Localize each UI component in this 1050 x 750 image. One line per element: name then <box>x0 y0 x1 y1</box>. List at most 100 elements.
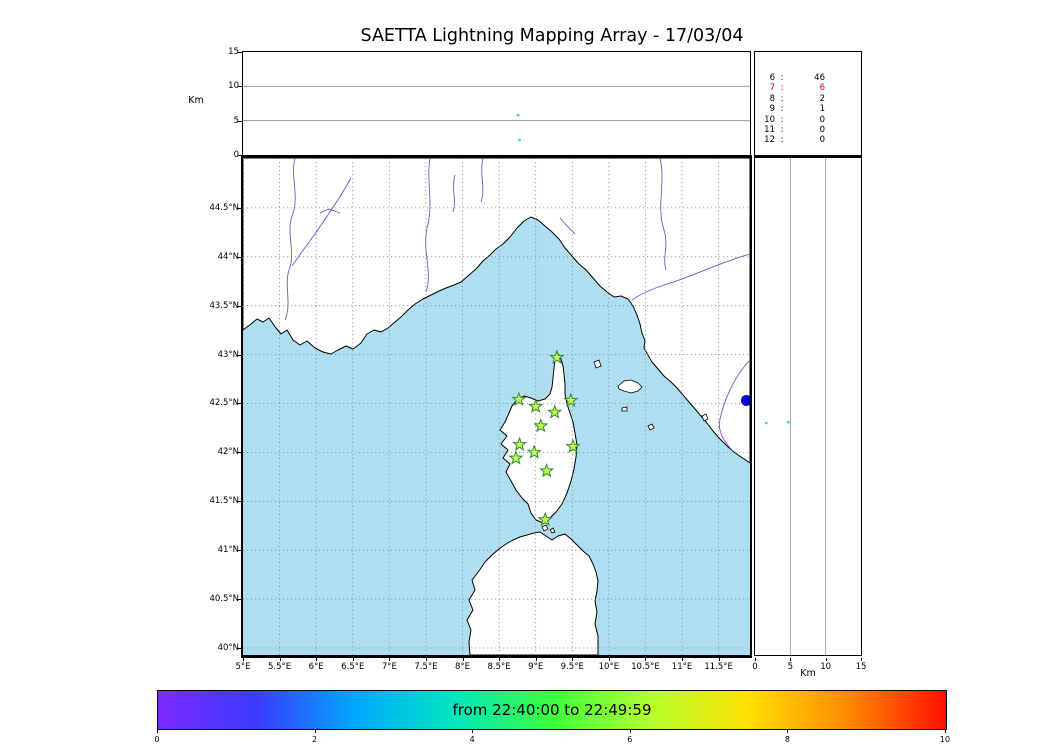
station-count-colon: : <box>780 73 784 83</box>
station-count-key: 7 <box>769 83 775 94</box>
map-gridlines <box>243 158 750 655</box>
map-panel <box>241 155 752 658</box>
right-altitude-tick-label: 15 <box>855 662 867 672</box>
station-count-colon: : <box>780 114 784 125</box>
station-count-row: 7: 6 <box>755 83 861 93</box>
right-altitude-tickmark <box>825 658 827 661</box>
altitude-tick-label: 10 <box>228 81 239 92</box>
flash-points <box>740 395 750 406</box>
lightning-source-dot <box>764 421 768 425</box>
colorbar-tick-label: 6 <box>627 735 633 744</box>
right-altitude-tickmark <box>790 658 792 661</box>
station-count-row: 10: 0 <box>755 115 861 125</box>
station-count-table: 6:46 7:6 8:2 9:1 10:0 11:0 12:0 <box>755 52 861 146</box>
station-count-value: 6 <box>819 83 825 94</box>
coastline-mainland <box>243 158 750 464</box>
station-count-value: 0 <box>819 125 825 136</box>
lma-station-star <box>511 391 527 406</box>
longitude-tickmark <box>682 658 684 661</box>
station-count-colon: : <box>780 93 784 104</box>
station-count-row: 9: 1 <box>755 104 861 114</box>
lma-station-star <box>563 392 579 407</box>
station-count-panel: 6:46 7:6 8:2 9:1 10:0 11:0 12:0 <box>754 51 862 156</box>
island-pianosa <box>621 406 628 412</box>
station-count-value: 1 <box>819 104 825 115</box>
longitude-tick-label: 8.5°E <box>487 662 511 672</box>
longitude-tick-label: 7°E <box>381 662 397 672</box>
station-count-colon: : <box>780 125 784 136</box>
colorbar-tickmark <box>629 730 631 733</box>
longitude-tick-label: 10°E <box>598 662 620 672</box>
station-count-key: 11 <box>764 125 775 136</box>
altitude-axis-km-label: Km <box>800 668 816 679</box>
station-count-row: 6: 46 <box>755 73 861 83</box>
longitude-tick-label: 9°E <box>528 662 544 672</box>
latitude-tick-label: 42°N <box>217 447 239 458</box>
station-count-key: 9 <box>769 104 775 115</box>
latitude-tick-label: 40.5°N <box>209 594 239 605</box>
latitude-tick-label: 42.5°N <box>209 398 239 409</box>
longitude-tick-label: 11.5°E <box>704 662 733 672</box>
figure-title: SAETTA Lightning Mapping Array - 17/03/0… <box>360 26 744 46</box>
longitude-tickmark <box>645 658 647 661</box>
station-count-key: 10 <box>764 114 775 125</box>
station-count-row: 11: 0 <box>755 125 861 135</box>
station-count-colon: : <box>780 104 784 115</box>
station-count-key: 12 <box>764 135 775 146</box>
island-corsica <box>499 353 578 524</box>
altitude-tick-label: 15 <box>228 47 239 57</box>
lightning-source-dot <box>518 138 521 142</box>
lma-station-star <box>537 511 553 527</box>
longitude-tick-label: 5°E <box>235 662 251 672</box>
longitude-tickmark <box>608 658 610 661</box>
altitude-longitude-plot <box>243 85 750 142</box>
longitude-tickmark <box>425 658 427 661</box>
altitude-tick-label: 5 <box>233 115 239 126</box>
lightning-source-dot <box>786 420 790 424</box>
right-altitude-tickmark <box>861 658 862 661</box>
island-giglio <box>701 413 709 422</box>
colorbar-tick-label: 10 <box>939 735 951 744</box>
colorbar-tickmark <box>945 730 946 733</box>
station-count-row: 12: 0 <box>755 135 861 145</box>
located-flash-point <box>740 395 750 406</box>
lma-station-star <box>533 418 549 433</box>
altitude-latitude-plot <box>764 158 827 655</box>
station-count-value: 46 <box>814 73 825 83</box>
station-count-value: 2 <box>819 93 825 104</box>
altitude-vs-longitude-panel <box>242 51 751 156</box>
colorbar-tick-label: 8 <box>784 735 790 744</box>
longitude-tick-label: 11°E <box>671 662 693 672</box>
island-capraia <box>593 359 602 369</box>
latitude-tick-label: 43.5°N <box>209 300 239 311</box>
lma-station-star <box>512 436 528 451</box>
island-montecristo <box>647 423 655 431</box>
longitude-tickmark <box>243 658 244 661</box>
lma-station-star <box>528 398 544 413</box>
colorbar-tick-label: 0 <box>154 735 160 744</box>
latitude-tick-label: 44°N <box>217 251 239 262</box>
station-count-value: 0 <box>819 135 825 146</box>
longitude-tick-label: 6°E <box>308 662 324 672</box>
latitude-tick-label: 41°N <box>217 545 239 556</box>
colorbar-tick-label: 4 <box>469 735 475 744</box>
altitude-tick-label: 0 <box>233 150 239 160</box>
longitude-tickmark <box>535 658 537 661</box>
island-elba <box>617 379 643 394</box>
rivers <box>284 158 750 452</box>
colorbar-time-range-label: from 22:40:00 to 22:49:59 <box>452 701 652 719</box>
longitude-tickmark <box>718 658 720 661</box>
colorbar-tickmark <box>157 730 158 733</box>
altitude-axis-km-label: Km <box>188 95 204 106</box>
longitude-tickmark <box>462 658 464 661</box>
latitude-tick-label: 41.5°N <box>209 496 239 507</box>
lma-stations <box>508 349 581 527</box>
lightning-source-dot <box>516 113 520 117</box>
longitude-tick-label: 6.5°E <box>341 662 365 672</box>
colorbar: from 22:40:00 to 22:49:59 <box>157 690 947 730</box>
longitude-tick-label: 5.5°E <box>268 662 292 672</box>
colorbar-tickmark <box>472 730 474 733</box>
station-count-value: 0 <box>819 114 825 125</box>
longitude-tickmark <box>572 658 574 661</box>
